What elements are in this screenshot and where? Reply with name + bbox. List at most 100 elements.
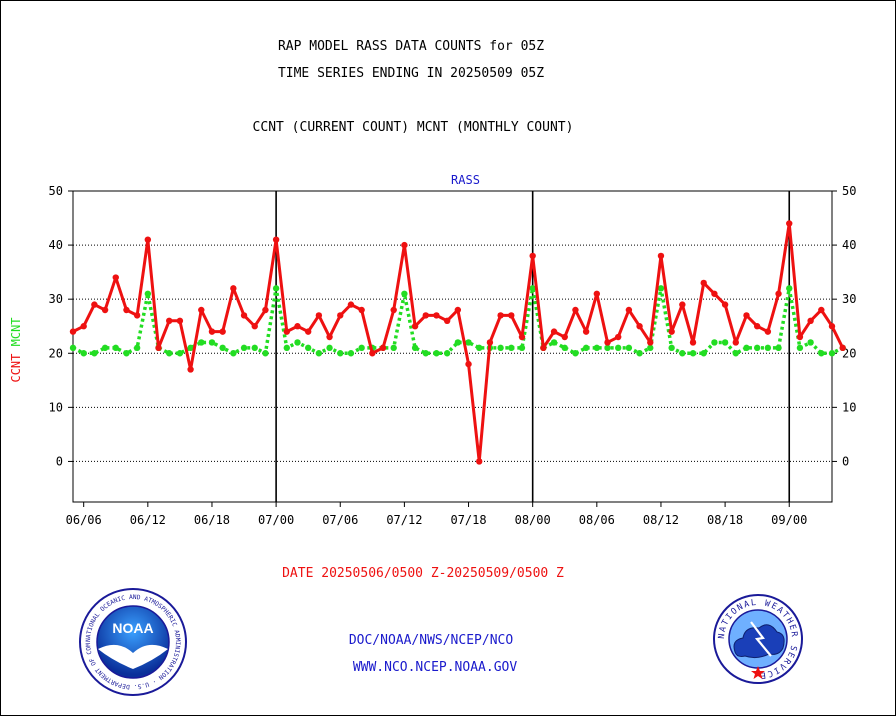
data-point-ccnt xyxy=(411,323,419,330)
data-point-mcnt xyxy=(786,285,793,292)
nws-logo: NATIONAL WEATHER SERVICE xyxy=(713,594,803,684)
data-point-mcnt xyxy=(433,350,440,357)
x-tick-label: 06/06 xyxy=(66,513,102,527)
data-point-mcnt xyxy=(764,344,772,352)
x-tick-label: 07/12 xyxy=(386,513,422,527)
data-point-ccnt xyxy=(486,339,494,346)
data-point-mcnt xyxy=(80,350,87,357)
y-tick-label-left: 30 xyxy=(49,292,63,306)
data-point-mcnt xyxy=(283,344,291,352)
data-point-mcnt xyxy=(112,344,119,352)
data-point-mcnt xyxy=(721,339,729,346)
data-point-mcnt xyxy=(561,344,568,352)
data-point-mcnt xyxy=(700,350,707,357)
data-point-mcnt xyxy=(422,350,429,357)
data-point-mcnt xyxy=(796,344,804,352)
data-point-mcnt xyxy=(518,344,526,352)
noaa-logo: NATIONAL OCEANIC AND ATMOSPHERIC ADMINIS… xyxy=(78,587,187,696)
data-point-mcnt xyxy=(133,344,141,352)
data-point-mcnt xyxy=(411,344,419,352)
y-axis-label: CCNT MCNT xyxy=(9,317,23,382)
data-point-mcnt xyxy=(401,290,408,297)
data-point-ccnt xyxy=(721,301,729,308)
data-point-ccnt xyxy=(561,333,568,341)
org-line-1: DOC/NOAA/NWS/NCEP/NCO xyxy=(348,633,514,648)
data-point-ccnt xyxy=(358,306,365,314)
data-point-ccnt xyxy=(443,317,451,325)
data-point-mcnt xyxy=(476,344,483,352)
data-point-mcnt xyxy=(572,350,579,357)
data-point-ccnt xyxy=(433,312,440,319)
x-tick-label: 06/12 xyxy=(130,513,166,527)
data-point-ccnt xyxy=(337,312,344,319)
data-point-mcnt xyxy=(347,350,355,357)
y-tick-label-left: 40 xyxy=(49,238,63,252)
data-point-mcnt xyxy=(668,344,675,352)
data-point-mcnt xyxy=(198,339,205,346)
data-point-ccnt xyxy=(101,306,109,314)
data-point-mcnt xyxy=(187,344,194,352)
data-point-mcnt xyxy=(123,350,130,357)
data-point-ccnt xyxy=(112,274,119,281)
data-point-mcnt xyxy=(604,344,611,352)
data-point-ccnt xyxy=(166,317,173,325)
data-point-ccnt xyxy=(155,344,162,352)
data-point-ccnt xyxy=(604,339,611,346)
y-tick-label-left: 0 xyxy=(56,454,63,468)
data-point-mcnt xyxy=(647,344,654,352)
y-tick-label-left: 10 xyxy=(49,400,63,414)
data-point-ccnt xyxy=(668,328,675,335)
data-point-mcnt xyxy=(390,344,397,352)
data-point-ccnt xyxy=(614,333,622,341)
y-tick-label-right: 20 xyxy=(842,346,856,360)
title-line-2: TIME SERIES ENDING IN 20250509 05Z xyxy=(277,66,545,81)
data-point-mcnt xyxy=(304,344,312,352)
org-line-2: WWW.NCO.NCEP.NOAA.GOV xyxy=(352,660,518,675)
chart-subtitle: CCNT (CURRENT COUNT) MCNT (MONTHLY COUNT… xyxy=(252,120,574,135)
data-point-ccnt xyxy=(743,312,750,319)
data-point-mcnt xyxy=(230,350,237,357)
y-tick-label-right: 0 xyxy=(842,454,849,468)
data-point-ccnt xyxy=(208,328,216,335)
y-axis-label-part: CCNT xyxy=(9,354,23,383)
y-axis-label-part: MCNT xyxy=(9,317,23,353)
data-point-mcnt xyxy=(454,339,462,346)
data-point-ccnt xyxy=(187,366,194,373)
data-point-ccnt xyxy=(454,306,462,314)
data-point-ccnt xyxy=(326,333,333,341)
data-point-ccnt xyxy=(422,312,429,319)
data-point-ccnt xyxy=(69,328,77,335)
data-point-ccnt xyxy=(540,344,547,352)
data-point-ccnt xyxy=(593,290,601,297)
data-point-ccnt xyxy=(262,306,269,314)
data-point-mcnt xyxy=(508,344,515,352)
data-point-mcnt xyxy=(818,350,825,357)
data-point-mcnt xyxy=(166,350,173,357)
x-tick-label: 09/00 xyxy=(771,513,807,527)
data-point-mcnt xyxy=(743,344,750,352)
data-point-ccnt xyxy=(230,285,237,292)
data-point-ccnt xyxy=(251,323,258,330)
data-point-ccnt xyxy=(294,323,301,330)
data-point-mcnt xyxy=(657,285,665,292)
x-tick-label: 08/18 xyxy=(707,513,743,527)
data-point-ccnt xyxy=(807,317,814,325)
y-tick-label-right: 50 xyxy=(842,184,856,198)
data-point-ccnt xyxy=(679,301,686,308)
data-point-mcnt xyxy=(582,344,590,352)
data-point-mcnt xyxy=(807,339,814,346)
data-point-mcnt xyxy=(593,344,601,352)
data-point-ccnt xyxy=(796,333,804,341)
date-range-label: DATE 20250506/0500 Z-20250509/0500 Z xyxy=(282,566,564,581)
data-point-mcnt xyxy=(337,350,344,357)
x-tick-label: 08/00 xyxy=(515,513,551,527)
x-tick-label: 08/12 xyxy=(643,513,679,527)
data-point-ccnt xyxy=(123,306,130,314)
data-point-ccnt xyxy=(198,306,205,314)
data-point-ccnt xyxy=(369,350,376,357)
data-point-mcnt xyxy=(219,344,226,352)
data-point-ccnt xyxy=(518,333,526,341)
y-tick-label-right: 30 xyxy=(842,292,856,306)
